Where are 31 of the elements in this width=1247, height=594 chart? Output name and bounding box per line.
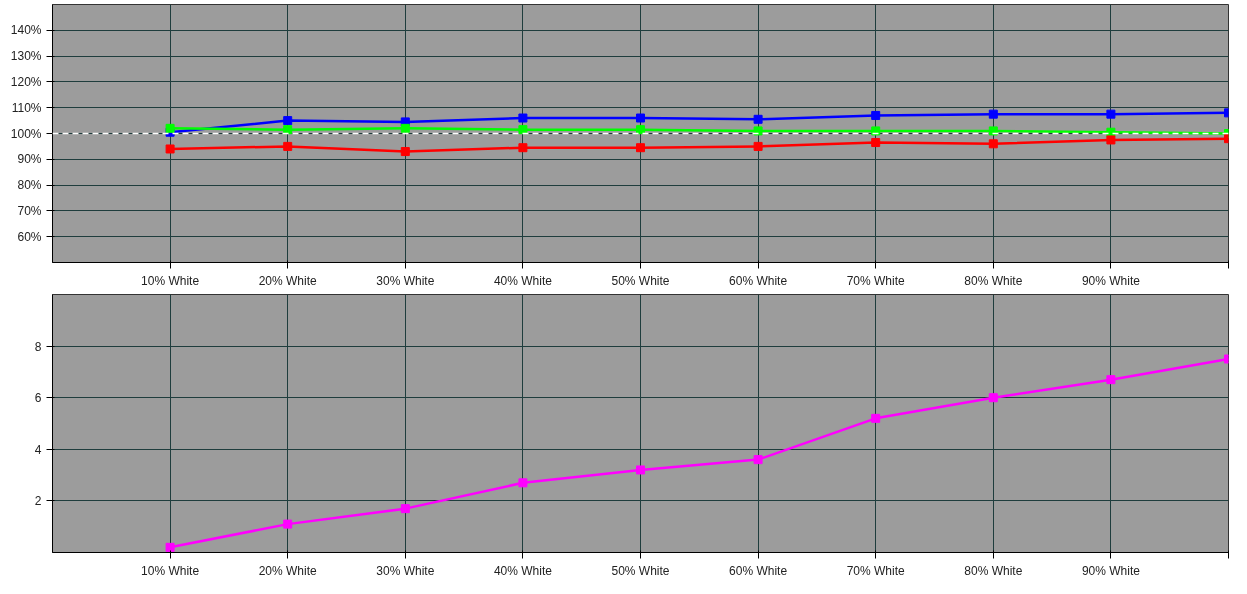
x-tick-label: 30% White xyxy=(376,563,435,578)
x-tick-label: 80% White xyxy=(964,273,1023,288)
x-tick-label: 60% White xyxy=(729,273,788,288)
x-tick-label: 90% White xyxy=(1081,563,1141,578)
y-tick-label: 110% xyxy=(11,100,42,115)
y-tick-label: 70% xyxy=(17,203,42,218)
x-tick-label: 30% White xyxy=(376,273,435,288)
y-tick-label: 120% xyxy=(10,74,42,89)
y-tick-label: 6 xyxy=(34,391,42,406)
x-tick-label: 20% White xyxy=(258,273,318,288)
y-tick-label: 90% xyxy=(17,152,42,167)
x-tick-label: 70% White xyxy=(846,563,906,578)
y-tick-label: 2 xyxy=(34,494,42,509)
x-tick-label: 40% White xyxy=(493,563,553,578)
x-tick-label: 10% White xyxy=(141,273,200,288)
y-tick-label: 4 xyxy=(34,442,42,457)
y-tick-label: 130% xyxy=(10,49,42,64)
y-tick-label: 100% xyxy=(10,126,42,141)
x-tick-label: 80% White xyxy=(964,563,1023,578)
x-tick-label: 50% White xyxy=(611,273,670,288)
x-tick-label: 10% White xyxy=(141,563,200,578)
x-tick-label: 90% White xyxy=(1081,273,1141,288)
y-tick-label: 60% xyxy=(17,229,42,244)
x-tick-label: 40% White xyxy=(493,273,553,288)
x-tick-label: 50% White xyxy=(611,563,670,578)
y-tick-label: 80% xyxy=(17,178,42,193)
y-tick-label: 8 xyxy=(34,339,42,354)
y-tick-label: 140% xyxy=(10,23,42,38)
x-tick-label: 60% White xyxy=(729,563,788,578)
x-tick-label: 70% White xyxy=(846,273,906,288)
x-tick-label: 20% White xyxy=(258,563,318,578)
